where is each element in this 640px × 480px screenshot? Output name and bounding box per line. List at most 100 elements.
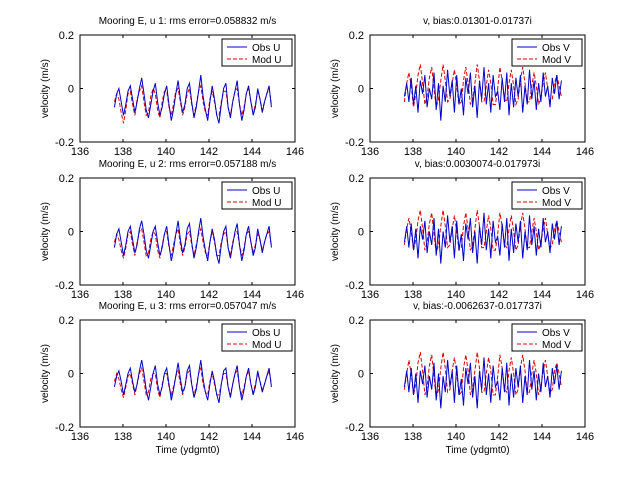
y-tick-label: 0 [358, 227, 364, 239]
x-tick-label: 146 [286, 431, 304, 443]
x-axis-label: Time (ydgmt0) [155, 445, 219, 456]
x-tick-label: 144 [243, 431, 261, 443]
y-tick-label: -0.2 [55, 422, 74, 434]
subplot-title: Mooring E, u 2: rms error=0.057188 m/s [99, 159, 277, 170]
legend-label: Obs V [542, 328, 570, 339]
x-tick-label: 136 [361, 431, 379, 443]
x-tick-label: 138 [404, 146, 422, 158]
subplot-title: Mooring E, u 1: rms error=0.058832 m/s [99, 16, 277, 27]
x-tick-label: 146 [286, 146, 304, 158]
subplot-1-2: 136 138 140 142 144 146 -0.2 0 0.2 v, bias:0.0130… [330, 16, 594, 158]
subplot-title: Mooring E, u 3: rms error=0.057047 m/s [99, 301, 277, 312]
legend-box [221, 323, 293, 352]
subplot-3-1: 136 138 140 142 144 146 -0.2 0 0.2 Mooring E, u 3… [40, 301, 304, 456]
y-tick-label: 0 [68, 369, 74, 381]
y-tick-label: -0.2 [55, 137, 74, 149]
x-tick-label: 142 [200, 289, 218, 301]
legend-label: Mod V [542, 340, 571, 351]
x-tick-label: 142 [200, 146, 218, 158]
y-tick-label: -0.2 [345, 422, 364, 434]
y-tick-label: 0 [358, 369, 364, 381]
subplot-3-2: 136 138 140 142 144 146 -0.2 0 0.2 v, bias:-0.006… [330, 301, 594, 456]
y-axis-label: velocity (m/s) [330, 59, 341, 118]
y-axis-label: velocity (m/s) [40, 59, 51, 118]
x-tick-label: 136 [361, 146, 379, 158]
x-tick-label: 146 [576, 431, 594, 443]
legend-label: Mod U [252, 198, 281, 209]
y-axis-label: velocity (m/s) [40, 202, 51, 261]
x-tick-label: 138 [114, 431, 132, 443]
y-tick-label: -0.2 [345, 137, 364, 149]
legend-box [511, 181, 583, 210]
x-tick-label: 138 [114, 146, 132, 158]
x-tick-label: 144 [533, 289, 551, 301]
legend-label: Mod U [252, 340, 281, 351]
x-tick-label: 144 [533, 431, 551, 443]
y-tick-label: 0.2 [59, 315, 74, 327]
x-tick-label: 136 [361, 289, 379, 301]
subplot-title: v, bias:-0.0062637-0.017737i [413, 301, 542, 312]
series-line-obs [403, 67, 562, 121]
x-tick-label: 142 [200, 431, 218, 443]
x-tick-label: 146 [576, 289, 594, 301]
legend-label: Obs U [252, 328, 280, 339]
legend-label: Mod V [542, 198, 571, 209]
x-tick-label: 138 [404, 431, 422, 443]
series-line-obs [113, 359, 272, 404]
series-line-obs [113, 218, 272, 264]
y-tick-label: 0.2 [349, 315, 364, 327]
y-tick-label: -0.2 [345, 280, 364, 292]
legend-label: Mod U [252, 55, 281, 66]
legend-label: Obs V [542, 186, 570, 197]
x-tick-label: 142 [490, 289, 508, 301]
x-tick-label: 136 [71, 146, 89, 158]
legend-label: Mod V [542, 55, 571, 66]
series-line-mod [403, 351, 562, 398]
subplot-2-2: 136 138 140 142 144 146 -0.2 0 0.2 v, bias:0.0030… [330, 159, 594, 301]
y-tick-label: -0.2 [55, 280, 74, 292]
subplot-1-1: 136 138 140 142 144 146 -0.2 0 0.2 Mooring E, u 1… [40, 16, 304, 158]
subplot-title: v, bias:0.01301-0.01737i [423, 16, 532, 27]
legend-label: Obs U [252, 43, 280, 54]
x-tick-label: 142 [490, 431, 508, 443]
x-tick-label: 142 [490, 146, 508, 158]
x-axis-label: Time (ydgmt0) [445, 445, 509, 456]
series-line-mod [403, 64, 562, 108]
y-tick-label: 0 [68, 227, 74, 239]
x-tick-label: 138 [114, 289, 132, 301]
x-tick-label: 140 [447, 431, 465, 443]
x-tick-label: 140 [157, 146, 175, 158]
x-tick-label: 136 [71, 431, 89, 443]
x-tick-label: 140 [157, 289, 175, 301]
series-line-obs [113, 75, 272, 124]
series-line-obs [403, 357, 562, 409]
x-tick-label: 144 [533, 146, 551, 158]
legend-box [221, 38, 293, 67]
y-tick-label: 0 [68, 84, 74, 96]
x-tick-label: 146 [576, 146, 594, 158]
x-tick-label: 146 [286, 289, 304, 301]
series-line-mod [113, 366, 272, 398]
y-axis-label: velocity (m/s) [40, 344, 51, 403]
legend-box [511, 323, 583, 352]
x-tick-label: 140 [447, 289, 465, 301]
legend-label: Obs V [542, 43, 570, 54]
subplot-2-1: 136 138 140 142 144 146 -0.2 0 0.2 Mooring E, u 2… [40, 159, 304, 301]
x-tick-label: 140 [447, 146, 465, 158]
y-tick-label: 0.2 [349, 30, 364, 42]
subplot-title: v, bias:0.0030074-0.017973i [415, 159, 540, 170]
x-tick-label: 136 [71, 289, 89, 301]
series-line-obs [403, 212, 562, 264]
y-tick-label: 0.2 [59, 30, 74, 42]
y-tick-label: 0 [358, 84, 364, 96]
x-tick-label: 144 [243, 289, 261, 301]
y-axis-label: velocity (m/s) [330, 202, 341, 261]
x-tick-label: 140 [157, 431, 175, 443]
legend-box [511, 38, 583, 67]
